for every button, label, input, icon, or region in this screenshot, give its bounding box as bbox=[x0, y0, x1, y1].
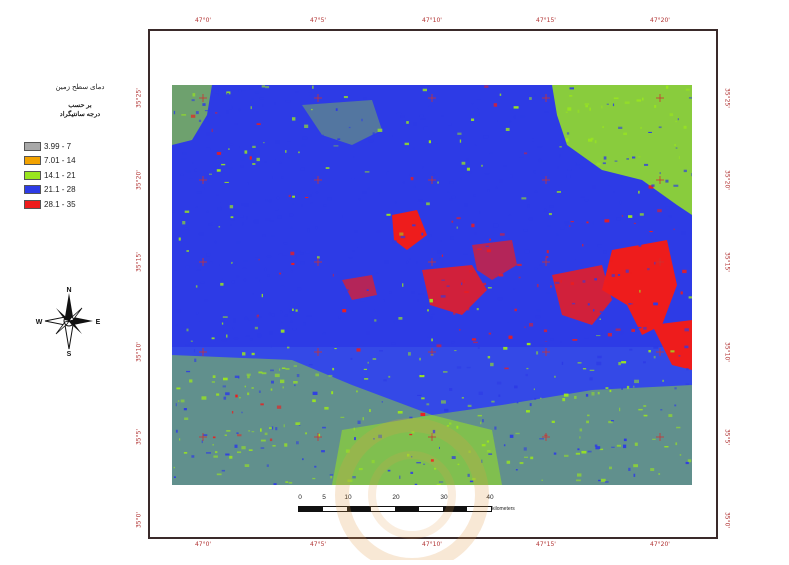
legend-title: دمای سطح زمین bbox=[40, 83, 120, 91]
land-surface-temperature-raster[interactable] bbox=[172, 85, 692, 485]
graticule-label: 47°0' bbox=[195, 17, 211, 24]
scale-unit: kilometers bbox=[492, 506, 515, 512]
legend-item: 21.1 - 28 bbox=[24, 183, 76, 198]
scale-bar: 0 5 10 20 30 40 bbox=[298, 494, 498, 512]
graticule-label: 35°10' bbox=[136, 342, 143, 362]
scale-tick-label: 0 bbox=[298, 494, 302, 501]
graticule-label: 35°20' bbox=[724, 170, 731, 190]
graticule-label: 47°15' bbox=[536, 541, 556, 548]
north-label: N bbox=[66, 287, 71, 294]
graticule-label: 47°15' bbox=[536, 17, 556, 24]
scale-tick-label: 5 bbox=[322, 494, 326, 501]
scale-tick-label: 20 bbox=[392, 494, 399, 501]
south-label: S bbox=[67, 351, 72, 357]
graticule-label: 47°10' bbox=[422, 17, 442, 24]
legend-subtitle-line1: بر حسب bbox=[40, 101, 120, 110]
legend-swatch bbox=[24, 142, 41, 151]
graticule-label: 47°20' bbox=[650, 541, 670, 548]
legend: 3.99 - 7 7.01 - 14 14.1 - 21 21.1 - 28 2… bbox=[24, 139, 76, 212]
graticule-label: 35°0' bbox=[136, 512, 143, 528]
legend-subtitle-line2: درجه سانتیگراد bbox=[40, 110, 120, 119]
graticule-label: 35°15' bbox=[136, 252, 143, 272]
raster-canvas bbox=[172, 85, 692, 485]
graticule-label: 35°20' bbox=[136, 170, 143, 190]
legend-label: 14.1 - 21 bbox=[44, 171, 76, 180]
scale-track bbox=[298, 506, 492, 512]
graticule-label: 35°10' bbox=[724, 342, 731, 362]
legend-subtitle: بر حسب درجه سانتیگراد bbox=[40, 101, 120, 119]
graticule-label: 35°0' bbox=[724, 512, 731, 528]
graticule-label: 35°5' bbox=[724, 429, 731, 445]
legend-swatch bbox=[24, 200, 41, 209]
graticule-label: 47°5' bbox=[310, 17, 326, 24]
graticule-label: 35°25' bbox=[724, 88, 731, 108]
legend-item: 28.1 - 35 bbox=[24, 197, 76, 212]
legend-swatch bbox=[24, 171, 41, 180]
legend-item: 14.1 - 21 bbox=[24, 168, 76, 183]
legend-label: 7.01 - 14 bbox=[44, 156, 76, 165]
graticule-label: 47°0' bbox=[195, 541, 211, 548]
legend-swatch bbox=[24, 156, 41, 165]
legend-item: 3.99 - 7 bbox=[24, 139, 76, 154]
north-arrow-icon: N S W E bbox=[34, 285, 104, 357]
legend-label: 3.99 - 7 bbox=[44, 142, 71, 151]
graticule-label: 47°10' bbox=[422, 541, 442, 548]
graticule-label: 47°5' bbox=[310, 541, 326, 548]
west-label: W bbox=[36, 319, 43, 326]
graticule-label: 35°15' bbox=[724, 252, 731, 272]
east-label: E bbox=[96, 319, 101, 326]
legend-swatch bbox=[24, 185, 41, 194]
graticule-label: 35°5' bbox=[136, 429, 143, 445]
scale-tick-label: 30 bbox=[440, 494, 447, 501]
graticule-label: 35°25' bbox=[136, 88, 143, 108]
scale-tick-label: 40 bbox=[486, 494, 493, 501]
legend-label: 21.1 - 28 bbox=[44, 185, 76, 194]
scale-tick-label: 10 bbox=[344, 494, 351, 501]
legend-item: 7.01 - 14 bbox=[24, 154, 76, 169]
graticule-label: 47°20' bbox=[650, 17, 670, 24]
scale-labels: 0 5 10 20 30 40 bbox=[298, 494, 498, 504]
legend-label: 28.1 - 35 bbox=[44, 200, 76, 209]
